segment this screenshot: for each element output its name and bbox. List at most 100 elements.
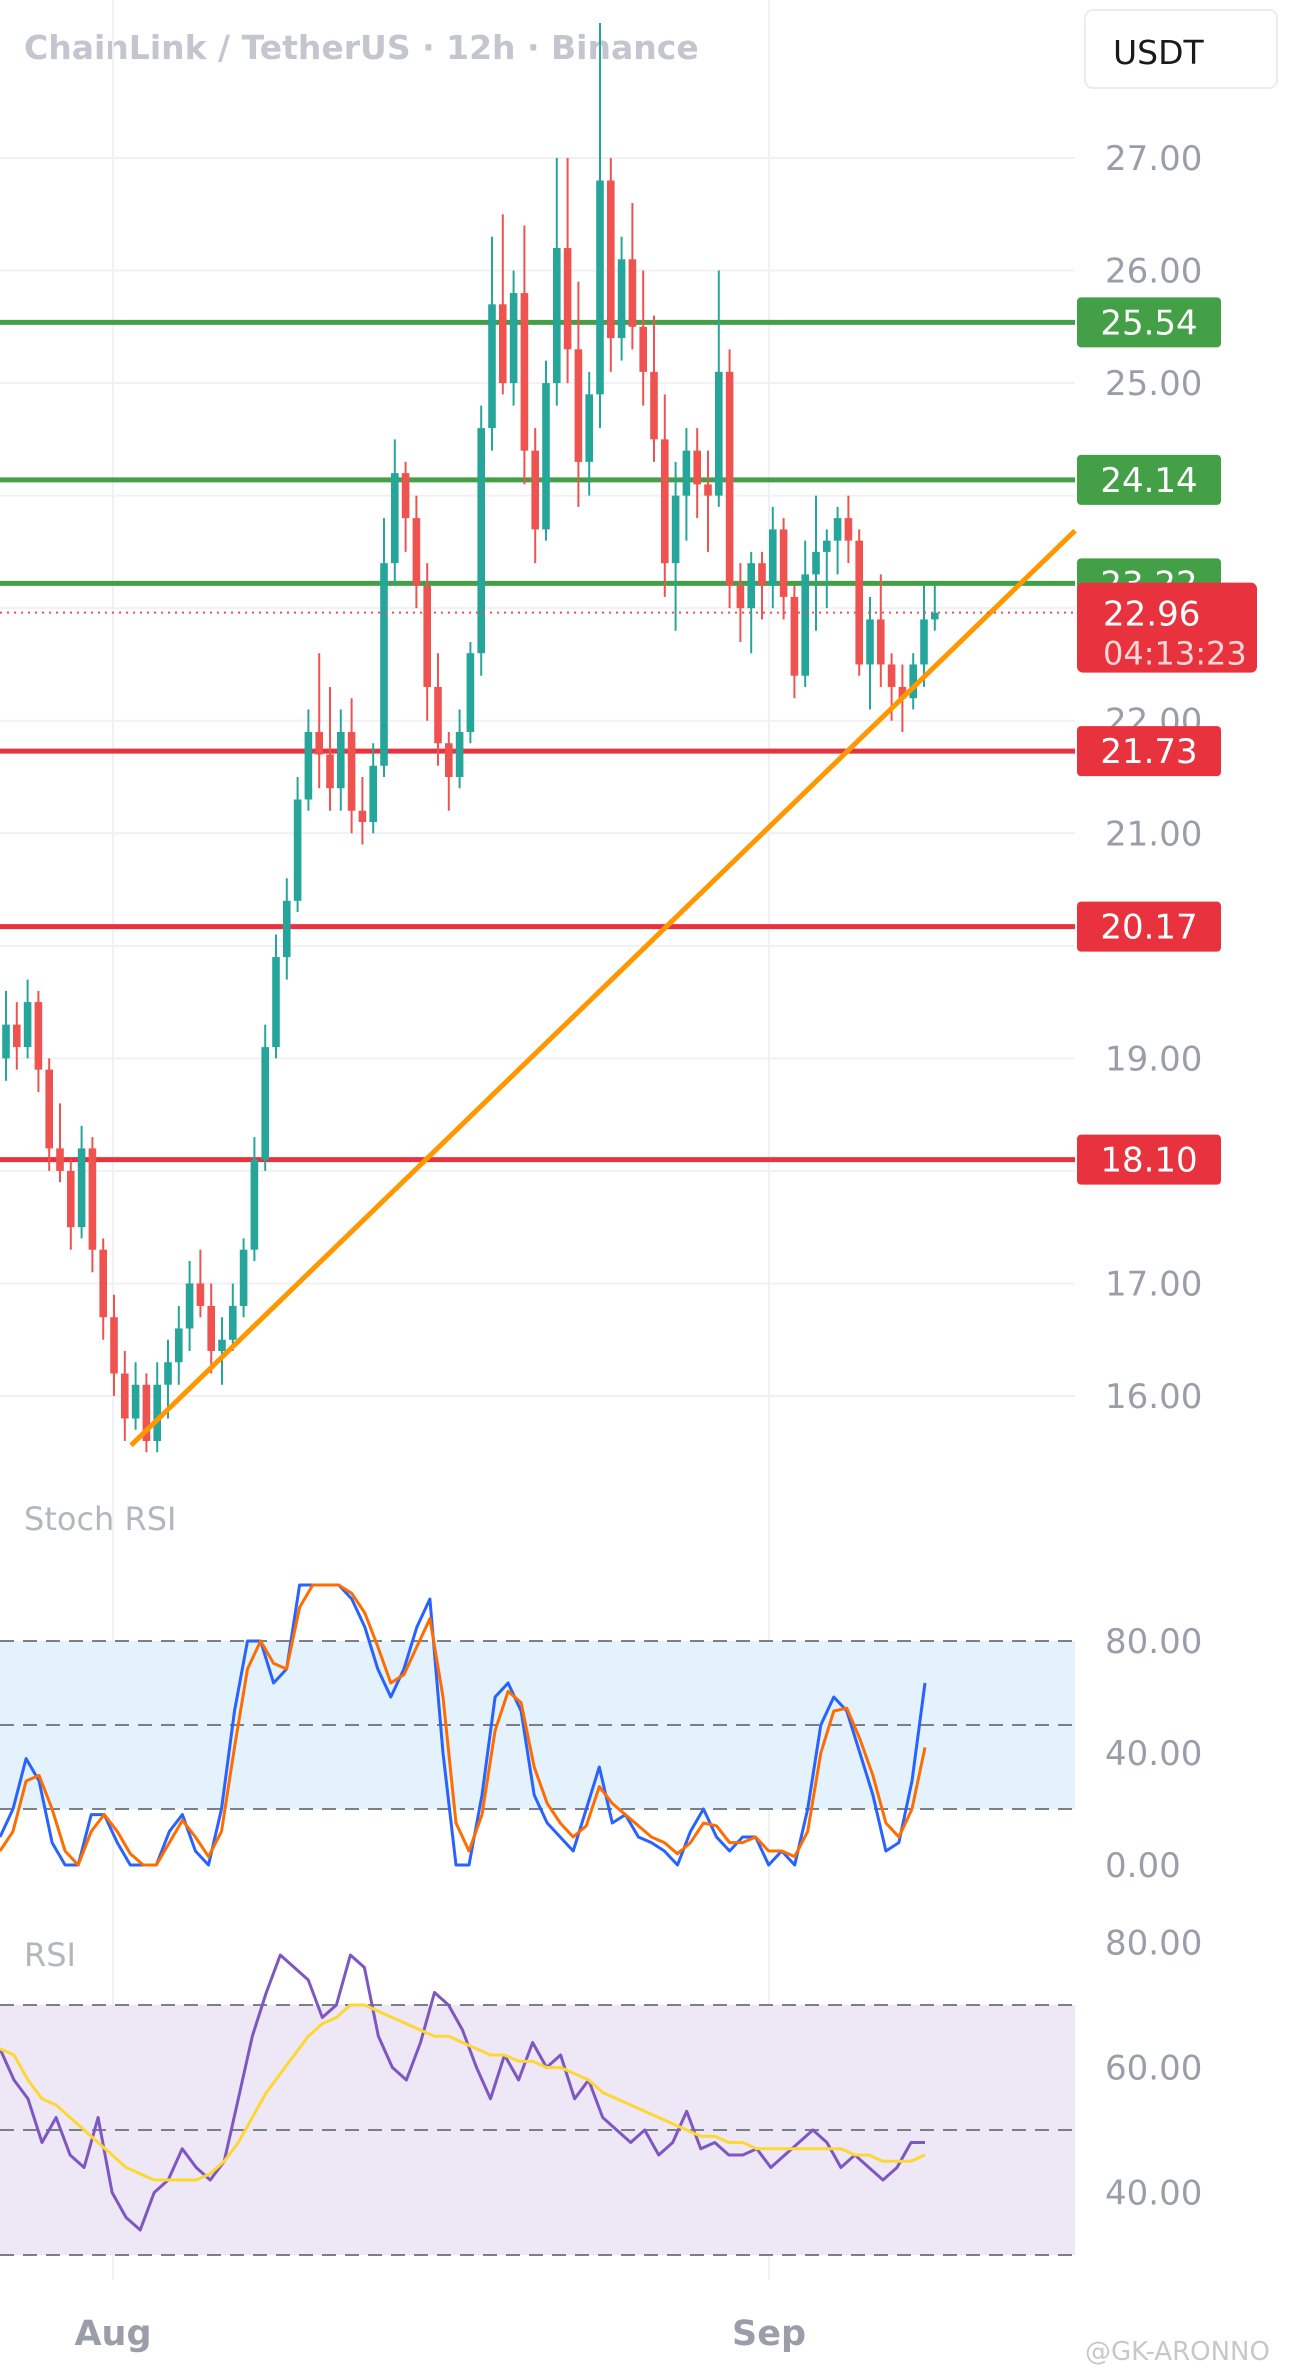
candle-up — [823, 540, 831, 552]
candle-up — [585, 394, 593, 462]
candle-down — [142, 1384, 151, 1442]
candle-down — [401, 473, 410, 519]
time-axis-tick-label: Sep — [732, 2314, 806, 2354]
candle-down — [34, 1002, 43, 1070]
time-axis[interactable]: Aug Sep — [74, 2314, 806, 2354]
candle-down — [855, 540, 863, 665]
support-level-tag — [1077, 1134, 1221, 1185]
candlestick-series[interactable] — [2, 22, 939, 1453]
candle-down — [844, 518, 853, 541]
candle-down — [520, 293, 529, 451]
candle-down — [110, 1317, 118, 1374]
candle-up — [250, 1159, 259, 1250]
stoch-rsi-series-1 — [0, 1583, 927, 1867]
candle-down — [445, 743, 453, 777]
candle-down — [790, 596, 799, 676]
rsi-pane[interactable]: 80.00 60.00 40.00 — [0, 1924, 1202, 2256]
candle-down — [13, 1024, 21, 1048]
candle-up — [283, 900, 291, 958]
candle-up — [164, 1362, 172, 1385]
candle-down — [499, 304, 507, 384]
candle-down — [207, 1305, 215, 1351]
candle-down — [574, 349, 583, 462]
candle-up — [175, 1328, 183, 1363]
candle-up — [931, 612, 939, 620]
candle-down — [758, 563, 766, 586]
candle-down — [898, 686, 907, 699]
trendline-line — [129, 528, 1077, 1448]
currency-button[interactable] — [1084, 9, 1278, 89]
rsi-title: RSI — [24, 1936, 76, 1974]
candle-up — [218, 1339, 226, 1351]
price-pane-grid — [0, 0, 1075, 2280]
time-axis-tick-label: Aug — [74, 2314, 151, 2354]
support-level-tag-label: 18.10 — [1100, 1141, 1197, 1181]
candle-down — [326, 754, 334, 789]
candle-down — [412, 518, 421, 586]
stoch-rsi-title: Stoch RSI — [24, 1500, 176, 1538]
candle-down — [736, 585, 745, 609]
candle-down — [88, 1148, 97, 1250]
support-level-tag-label: 21.73 — [1100, 732, 1197, 772]
candle-down — [315, 731, 323, 755]
candle-down — [563, 248, 572, 350]
watermark: @GK-ARONNO — [1085, 2337, 1270, 2367]
candle-down — [358, 810, 367, 823]
candle-up — [229, 1305, 237, 1340]
candle-up — [304, 731, 313, 800]
stoch-rsi-tick-label: 80.00 — [1105, 1622, 1202, 1662]
rsi-tick-label: 60.00 — [1105, 2049, 1202, 2089]
candle-up — [866, 619, 874, 665]
candle-down — [531, 450, 539, 530]
price-axis-tick-label: 26.00 — [1105, 252, 1202, 292]
candle-down — [121, 1373, 129, 1419]
currency-button-label: USDT — [1113, 33, 1205, 72]
candle-up — [239, 1249, 248, 1306]
candle-up — [553, 248, 561, 384]
chart-title: ChainLink / TetherUS · 12h · Binance — [24, 28, 699, 67]
candle-up — [185, 1283, 194, 1329]
current-price-value: 22.96 — [1103, 595, 1200, 635]
candle-up — [293, 799, 302, 901]
candle-down — [347, 731, 356, 811]
candle-down — [628, 259, 637, 327]
candle-up — [509, 293, 518, 384]
current-price-tag-box — [1077, 582, 1257, 673]
candle-up — [542, 383, 550, 530]
candle-down — [99, 1249, 107, 1318]
candle-up — [477, 428, 485, 654]
candle-up — [715, 371, 723, 496]
candle-down — [67, 1170, 75, 1228]
candle-up — [455, 731, 464, 777]
candle-down — [639, 326, 647, 372]
price-axis-tick-label: 27.00 — [1105, 139, 1202, 179]
candle-up — [77, 1148, 86, 1228]
stoch-rsi-tick-label: 0.00 — [1105, 1846, 1181, 1886]
candle-up — [488, 304, 496, 429]
candle-up — [596, 180, 604, 395]
candle-down — [56, 1148, 64, 1171]
candle-up — [380, 563, 388, 766]
trendline[interactable] — [129, 528, 1077, 1448]
stoch-rsi-pane[interactable]: 80.00 40.00 0.00 — [0, 1583, 1202, 1886]
support-level-tag — [1077, 901, 1221, 952]
resistance-level-tag — [1077, 297, 1221, 348]
candle-up — [466, 653, 475, 732]
candle-down — [196, 1283, 205, 1306]
candle-up — [617, 259, 626, 339]
price-axis-tick-label: 17.00 — [1105, 1264, 1202, 1304]
candle-down — [704, 484, 712, 496]
candle-down — [693, 450, 701, 485]
candle-down — [423, 585, 431, 687]
candle-up — [272, 957, 280, 1048]
resistance-level-tag — [1077, 454, 1221, 505]
candle-down — [45, 1069, 53, 1149]
candle-up — [153, 1384, 161, 1442]
candle-up — [23, 1002, 32, 1048]
rsi-series-1 — [0, 2003, 926, 2182]
candle-up — [682, 450, 691, 496]
price-axis-tick-label: 25.00 — [1105, 364, 1202, 404]
